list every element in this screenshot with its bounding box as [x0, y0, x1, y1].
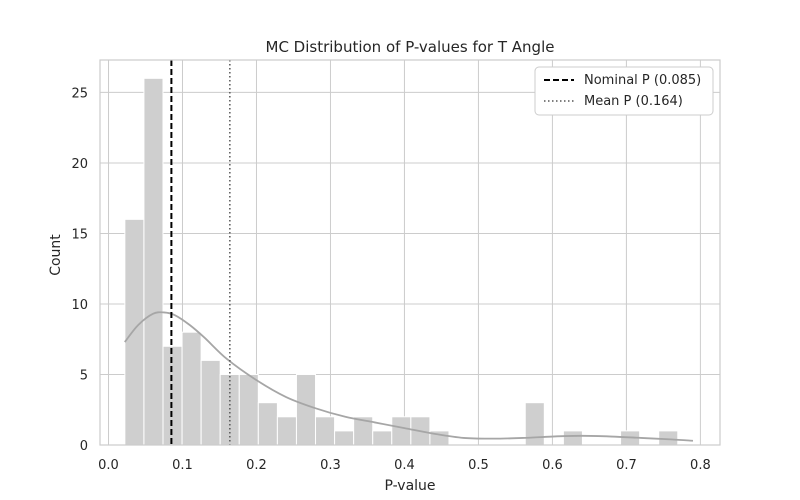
x-tick-label: 0.7 — [616, 458, 637, 473]
histogram-bar — [200, 359, 221, 446]
kde-curve — [124, 311, 694, 442]
histogram-bar — [162, 345, 183, 446]
histogram-bar — [238, 373, 259, 446]
histogram-bar — [562, 430, 583, 446]
histogram-bar — [181, 331, 202, 446]
legend-box — [534, 66, 714, 116]
legend-nominal-label: Nominal P (0.085) — [584, 73, 701, 88]
y-tick-label: 20 — [71, 157, 88, 172]
chart-title: MC Distribution of P-values for T Angle — [266, 38, 555, 56]
x-tick-label: 0.2 — [246, 458, 267, 473]
x-tick-label: 0.1 — [172, 458, 193, 473]
histogram-bar — [124, 218, 145, 446]
reference-lines — [170, 60, 231, 445]
kde-curve-group — [124, 311, 694, 442]
y-tick-labels: 0 5 10 15 20 25 — [71, 86, 88, 454]
x-tick-label: 0.0 — [98, 458, 119, 473]
x-tick-label: 0.5 — [468, 458, 489, 473]
y-tick-label: 25 — [71, 86, 88, 101]
y-axis-label: Count — [48, 234, 64, 276]
plot-frame — [99, 59, 721, 446]
histogram-bar — [372, 430, 393, 446]
y-tick-label: 10 — [71, 298, 88, 313]
histogram-bar — [315, 416, 336, 446]
x-tick-label: 0.6 — [542, 458, 563, 473]
y-tick-label: 15 — [71, 227, 88, 242]
x-tick-label: 0.8 — [690, 458, 711, 473]
x-axis-label: P-value — [384, 478, 435, 494]
y-tick-label: 5 — [80, 368, 88, 383]
y-tick-label: 0 — [80, 439, 88, 454]
legend: Nominal P (0.085) Mean P (0.164) — [534, 66, 714, 116]
histogram-bar — [276, 416, 297, 446]
legend-mean-label: Mean P (0.164) — [584, 94, 683, 109]
histogram-bar — [143, 77, 164, 446]
histogram-bar — [658, 430, 679, 446]
histogram-bar — [391, 416, 412, 446]
x-tick-label: 0.3 — [320, 458, 341, 473]
histogram-bar — [257, 402, 278, 446]
histogram-bar — [524, 402, 545, 446]
histogram-bar — [295, 373, 317, 446]
plot-border — [99, 59, 721, 446]
histogram-bar — [334, 430, 355, 446]
histogram-bars — [124, 77, 679, 446]
x-tick-labels: 0.0 0.1 0.2 0.3 0.4 0.5 0.6 0.7 0.8 — [98, 458, 711, 473]
x-tick-label: 0.4 — [394, 458, 415, 473]
